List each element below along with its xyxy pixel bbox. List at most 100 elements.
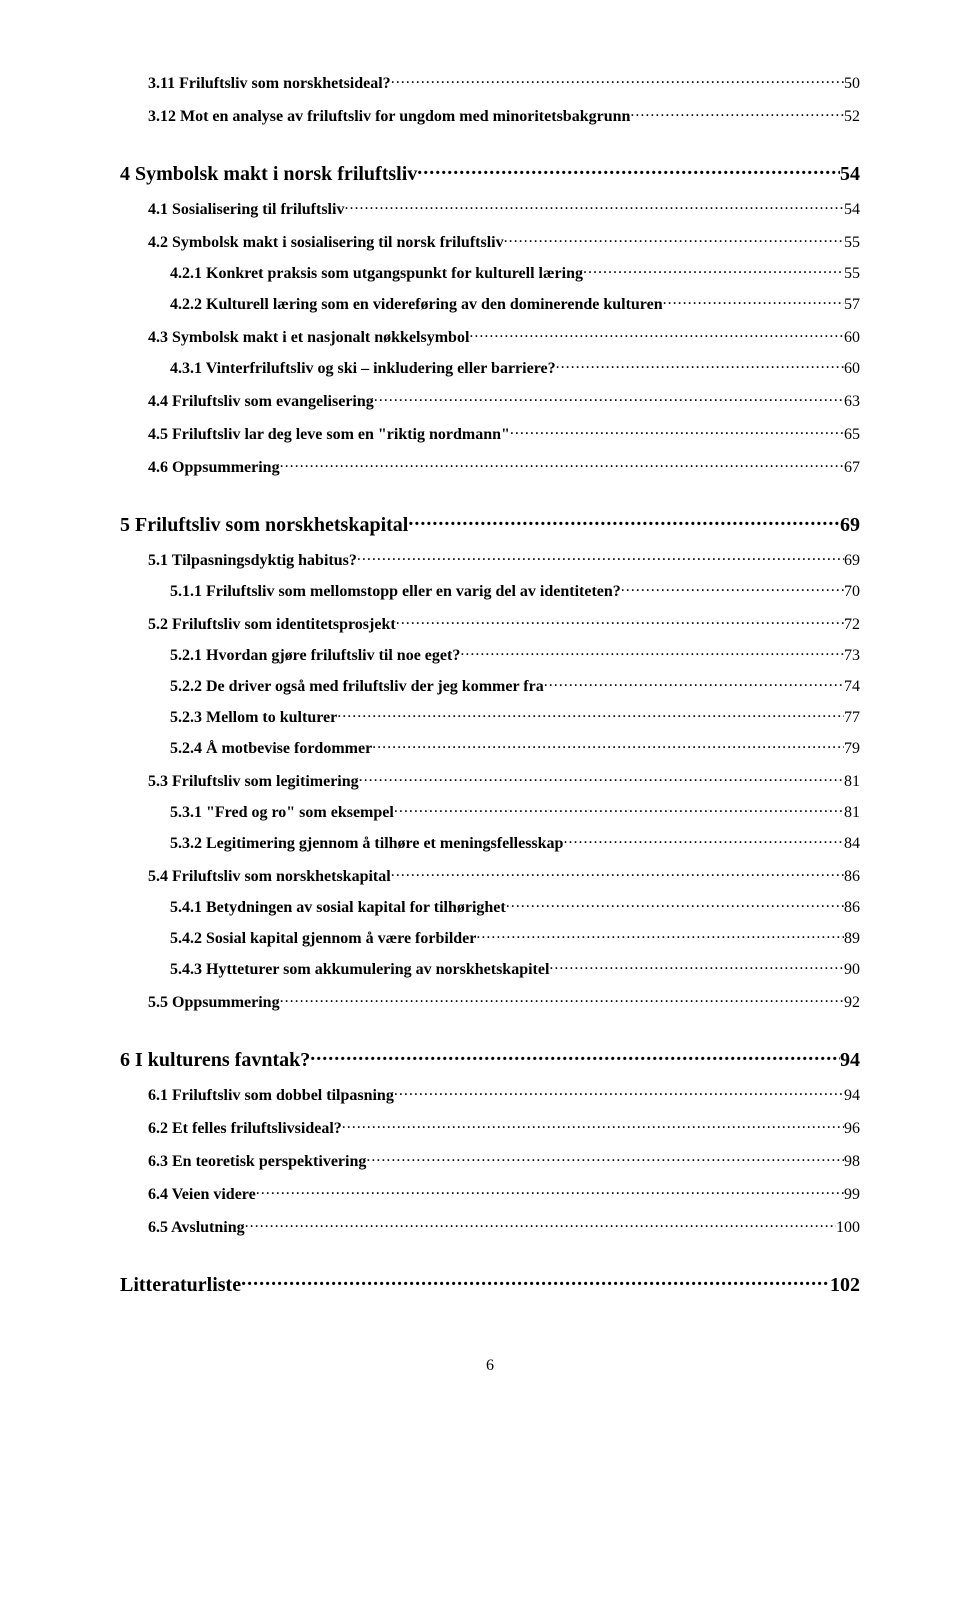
toc-label: 5.4.3 Hytteturer som akkumulering av nor…: [170, 961, 549, 979]
toc-entry: 6.3 En teoretisk perspektivering 98: [148, 1150, 860, 1171]
toc-page-number: 70: [844, 583, 860, 601]
toc-leader-dots: [280, 991, 844, 1007]
toc-leader-dots: [504, 231, 844, 247]
toc-entry: 5.5 Oppsummering 92: [148, 991, 860, 1012]
toc-leader-dots: [549, 958, 844, 974]
toc-label: 4.2.1 Konkret praksis som utgangspunkt f…: [170, 265, 583, 283]
toc-leader-dots: [357, 549, 844, 565]
toc-entry: 4.4 Friluftsliv som evangelisering 63: [148, 390, 860, 411]
toc-label: 4.2 Symbolsk makt i sosialisering til no…: [148, 234, 504, 252]
toc-entry: 5.2.2 De driver også med friluftsliv der…: [170, 675, 860, 696]
toc-entry: 3.12 Mot en analyse av friluftsliv for u…: [148, 105, 860, 126]
toc-leader-dots: [556, 357, 844, 373]
toc-leader-dots: [391, 865, 844, 881]
toc-entry: 5.2.1 Hvordan gjøre friluftsliv til noe …: [170, 644, 860, 665]
toc-label: 4.3 Symbolsk makt i et nasjonalt nøkkels…: [148, 329, 469, 347]
toc-leader-dots: [630, 105, 844, 121]
toc-entry: 3.11 Friluftsliv som norskhetsideal? 50: [148, 72, 860, 93]
toc-label: 6.4 Veien videre: [148, 1186, 256, 1204]
toc-label: 6.3 En teoretisk perspektivering: [148, 1153, 366, 1171]
toc-label: 6.5 Avslutning: [148, 1219, 245, 1237]
toc-leader-dots: [245, 1216, 836, 1232]
table-of-contents: 3.11 Friluftsliv som norskhetsideal? 503…: [120, 72, 860, 1297]
toc-label: 6 I kulturens favntak?: [120, 1049, 310, 1072]
toc-label: 4.1 Sosialisering til friluftsliv: [148, 201, 344, 219]
toc-entry: 4 Symbolsk makt i norsk friluftsliv 54: [120, 160, 860, 186]
toc-leader-dots: [256, 1183, 844, 1199]
toc-page-number: 73: [844, 647, 860, 665]
toc-label: 4.4 Friluftsliv som evangelisering: [148, 393, 374, 411]
toc-entry: 6.2 Et felles friluftslivsideal? 96: [148, 1117, 860, 1138]
toc-label: 5.4.2 Sosial kapital gjennom å være forb…: [170, 930, 476, 948]
toc-page-number: 98: [844, 1153, 860, 1171]
toc-leader-dots: [359, 770, 844, 786]
toc-entry: 5.4 Friluftsliv som norskhetskapital 86: [148, 865, 860, 886]
toc-label: 5.5 Oppsummering: [148, 994, 280, 1012]
toc-label: 5.3.1 "Fred og ro" som eksempel: [170, 804, 394, 822]
toc-label: 4.6 Oppsummering: [148, 459, 280, 477]
toc-page-number: 89: [844, 930, 860, 948]
toc-page-number: 55: [844, 234, 860, 252]
toc-page-number: 81: [844, 773, 860, 791]
toc-leader-dots: [374, 390, 844, 406]
toc-entry: 5.1.1 Friluftsliv som mellomstopp eller …: [170, 580, 860, 601]
toc-leader-dots: [583, 262, 844, 278]
toc-page-number: 79: [844, 740, 860, 758]
toc-entry: 5.2.3 Mellom to kulturer 77: [170, 706, 860, 727]
toc-label: 5.1 Tilpasningsdyktig habitus?: [148, 552, 357, 570]
toc-entry: 5.4.1 Betydningen av sosial kapital for …: [170, 896, 860, 917]
toc-entry: 4.2.2 Kulturell læring som en videreføri…: [170, 293, 860, 314]
toc-label: 5.3 Friluftsliv som legitimering: [148, 773, 359, 791]
toc-entry: 4.3.1 Vinterfriluftsliv og ski – inklude…: [170, 357, 860, 378]
toc-leader-dots: [510, 423, 844, 439]
toc-leader-dots: [417, 160, 840, 180]
toc-leader-dots: [506, 896, 844, 912]
toc-entry: 5.4.3 Hytteturer som akkumulering av nor…: [170, 958, 860, 979]
toc-page-number: 94: [840, 1049, 860, 1072]
toc-leader-dots: [469, 326, 844, 342]
toc-entry: 4.1 Sosialisering til friluftsliv 54: [148, 198, 860, 219]
toc-page-number: 100: [836, 1219, 860, 1237]
toc-label: 4.5 Friluftsliv lar deg leve som en "rik…: [148, 426, 510, 444]
toc-page-number: 63: [844, 393, 860, 411]
toc-page-number: 50: [844, 75, 860, 93]
toc-entry: 5.4.2 Sosial kapital gjennom å være forb…: [170, 927, 860, 948]
toc-label: 3.11 Friluftsliv som norskhetsideal?: [148, 75, 391, 93]
toc-page-number: 54: [840, 163, 860, 186]
toc-page-number: 77: [844, 709, 860, 727]
toc-leader-dots: [394, 801, 844, 817]
toc-page-number: 99: [844, 1186, 860, 1204]
page-number: 6: [120, 1357, 860, 1375]
toc-page-number: 81: [844, 804, 860, 822]
toc-leader-dots: [621, 580, 844, 596]
toc-entry: 5.2 Friluftsliv som identitetsprosjekt 7…: [148, 613, 860, 634]
toc-label: 4.2.2 Kulturell læring som en videreføri…: [170, 296, 663, 314]
toc-label: 6.2 Et felles friluftslivsideal?: [148, 1120, 342, 1138]
toc-page-number: 86: [844, 899, 860, 917]
toc-label: 4 Symbolsk makt i norsk friluftsliv: [120, 163, 417, 186]
toc-leader-dots: [544, 675, 844, 691]
toc-entry: 5.3 Friluftsliv som legitimering 81: [148, 770, 860, 791]
toc-label: 5.2.2 De driver også med friluftsliv der…: [170, 678, 544, 696]
toc-leader-dots: [310, 1046, 840, 1066]
toc-label: 5.2.1 Hvordan gjøre friluftsliv til noe …: [170, 647, 460, 665]
toc-page-number: 84: [844, 835, 860, 853]
toc-leader-dots: [563, 832, 844, 848]
toc-label: 5 Friluftsliv som norskhetskapital: [120, 514, 408, 537]
toc-leader-dots: [337, 706, 844, 722]
toc-leader-dots: [476, 927, 844, 943]
toc-label: 5.1.1 Friluftsliv som mellomstopp eller …: [170, 583, 621, 601]
toc-label: 5.4.1 Betydningen av sosial kapital for …: [170, 899, 506, 917]
toc-leader-dots: [344, 198, 844, 214]
toc-page-number: 57: [844, 296, 860, 314]
toc-page-number: 74: [844, 678, 860, 696]
toc-leader-dots: [342, 1117, 844, 1133]
toc-leader-dots: [460, 644, 844, 660]
toc-page-number: 72: [844, 616, 860, 634]
toc-page-number: 94: [844, 1087, 860, 1105]
toc-leader-dots: [366, 1150, 844, 1166]
toc-page-number: 60: [844, 360, 860, 378]
toc-page-number: 54: [844, 201, 860, 219]
toc-entry: 6.5 Avslutning 100: [148, 1216, 860, 1237]
toc-leader-dots: [394, 1084, 844, 1100]
